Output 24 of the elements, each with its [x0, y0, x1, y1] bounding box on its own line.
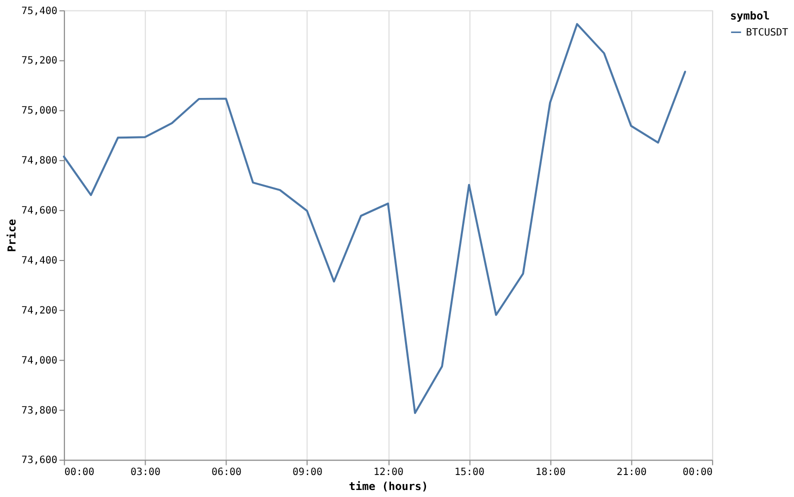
y-tick-label: 75,000 [21, 106, 58, 117]
y-tick-label: 73,800 [21, 405, 58, 416]
y-tick-label: 75,200 [21, 56, 58, 67]
x-tick-label: 12:00 [374, 467, 404, 478]
x-tick-label: 21:00 [616, 467, 647, 478]
y-tick-label: 74,400 [21, 255, 58, 266]
x-tick-label: 06:00 [211, 467, 242, 478]
legend-title: symbol [730, 9, 770, 22]
line-series [62, 23, 686, 414]
y-tick-label: 74,200 [21, 305, 58, 316]
y-tick-label: 73,600 [21, 455, 58, 466]
y-axis-title: Price [5, 218, 18, 252]
x-tick-label: 18:00 [536, 467, 566, 478]
x-tick-label: 03:00 [130, 467, 160, 478]
x-axis-title: time (hours) [348, 480, 428, 494]
x-tick-label: 00:00 [64, 467, 94, 478]
y-tick-label: 74,800 [21, 156, 58, 167]
y-tick-label: 74,600 [21, 206, 58, 217]
y-tick-label: 75,400 [21, 6, 58, 17]
x-tick-label: 09:00 [292, 467, 322, 478]
legend-label: BTCUSDT [746, 27, 788, 38]
y-tick-label: 74,000 [21, 355, 58, 366]
x-tick-label: 15:00 [454, 467, 485, 478]
x-tick-label: 00:00 [682, 467, 713, 478]
